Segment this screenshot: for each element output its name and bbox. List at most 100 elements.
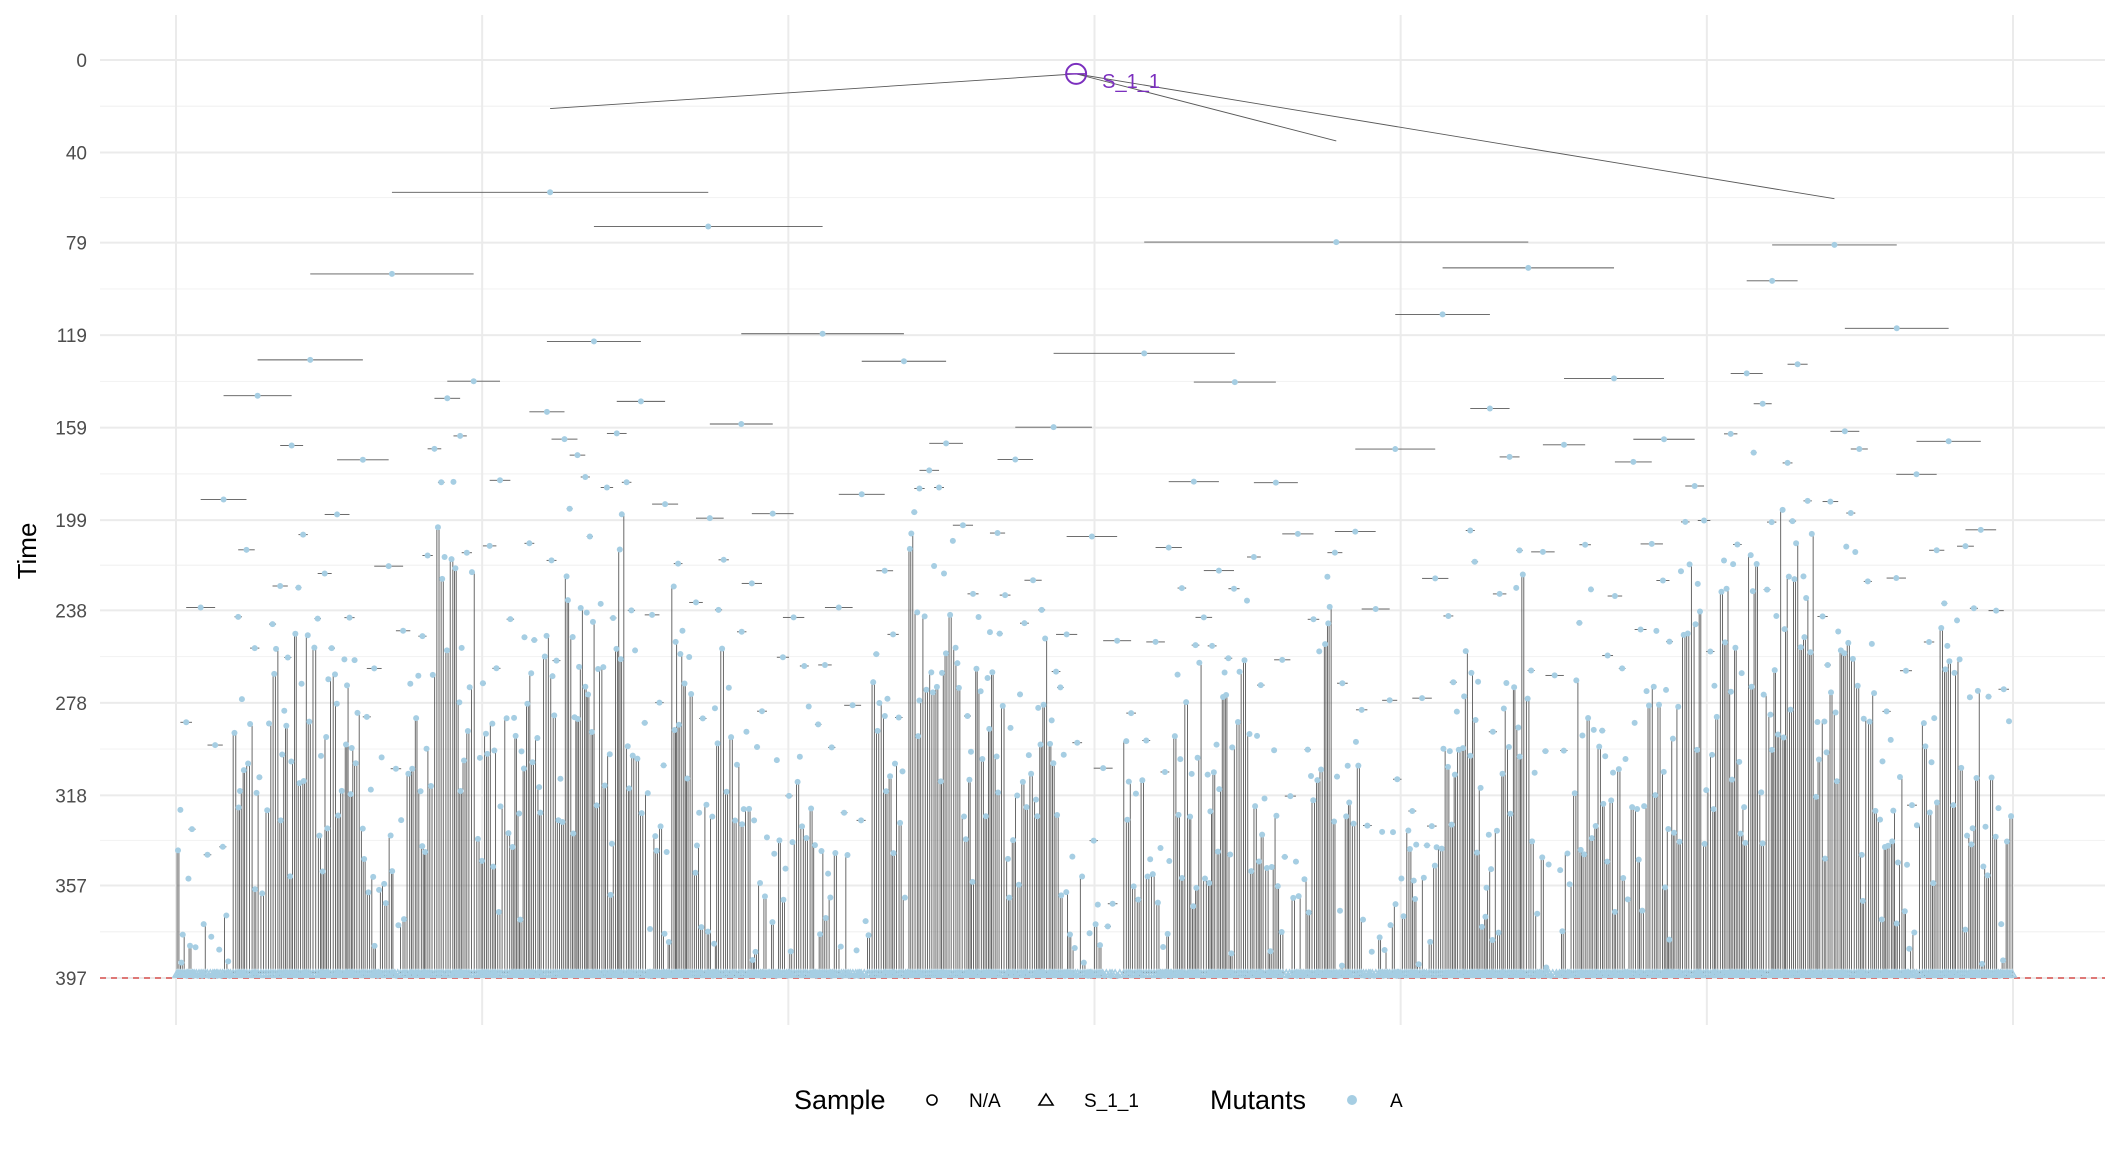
tree-node bbox=[452, 565, 459, 572]
tree-node bbox=[1124, 816, 1131, 823]
tree-node bbox=[2000, 957, 2007, 964]
tree-node bbox=[1171, 733, 1178, 740]
tree-node bbox=[1063, 631, 1070, 638]
tree-node bbox=[415, 672, 422, 679]
tree-node bbox=[1012, 456, 1019, 463]
tree-node bbox=[1871, 690, 1878, 697]
tree-node bbox=[1973, 775, 1980, 782]
tree-node bbox=[1922, 743, 1929, 750]
tree-node bbox=[1231, 379, 1238, 386]
tree-node bbox=[749, 956, 756, 963]
tree-node bbox=[1528, 667, 1535, 674]
tree-node bbox=[628, 607, 635, 614]
tree-node bbox=[1495, 929, 1502, 936]
tree-node bbox=[1513, 584, 1520, 591]
tree-node bbox=[457, 432, 464, 439]
tree-node bbox=[1637, 626, 1644, 633]
tree-node bbox=[461, 757, 468, 764]
tree-node bbox=[1841, 428, 1848, 435]
tree-node bbox=[1259, 831, 1266, 838]
tree-node bbox=[1147, 856, 1154, 863]
y-tick-label: 238 bbox=[55, 601, 87, 622]
tree-node bbox=[761, 893, 768, 900]
tree-node bbox=[1336, 907, 1343, 914]
tree-node bbox=[1204, 771, 1211, 778]
grid-lines bbox=[100, 15, 2105, 1025]
tree-node bbox=[899, 768, 906, 775]
tree-node bbox=[618, 511, 625, 518]
tree-node bbox=[342, 741, 349, 748]
tree-node bbox=[1074, 739, 1081, 746]
tree-node bbox=[1100, 765, 1107, 772]
tree-node bbox=[1295, 893, 1302, 900]
tree-node bbox=[1677, 568, 1684, 575]
tree-node bbox=[1007, 724, 1014, 731]
tree-node bbox=[254, 392, 261, 399]
tree-node bbox=[1257, 682, 1264, 689]
tree-node bbox=[1310, 797, 1317, 804]
tree-node bbox=[1655, 701, 1662, 708]
tree-node bbox=[1599, 727, 1606, 734]
tree-node bbox=[536, 784, 543, 791]
tree-node bbox=[177, 806, 184, 813]
tree-node bbox=[1737, 830, 1744, 837]
tree-node bbox=[900, 358, 907, 365]
tree-node bbox=[1893, 325, 1900, 332]
tree-node bbox=[1483, 884, 1490, 891]
tree-node bbox=[1152, 638, 1159, 645]
tree-node bbox=[1545, 861, 1552, 868]
tree-node bbox=[251, 645, 258, 652]
tree-node bbox=[705, 223, 712, 230]
tree-node bbox=[986, 629, 993, 636]
tree-node bbox=[738, 628, 745, 635]
tree-node bbox=[541, 653, 548, 660]
tree-node bbox=[1017, 691, 1024, 698]
tree-node bbox=[304, 632, 311, 639]
tree-node bbox=[341, 656, 348, 663]
tree-node bbox=[367, 786, 374, 793]
tree-node bbox=[1822, 855, 1829, 862]
tree-node bbox=[419, 633, 426, 640]
tree-node bbox=[1316, 648, 1323, 655]
tree-node bbox=[1814, 718, 1821, 725]
tree-node bbox=[1885, 842, 1892, 849]
tree-node bbox=[686, 654, 693, 661]
tree-node bbox=[1010, 837, 1017, 844]
tree-node bbox=[1622, 755, 1629, 762]
tree-node bbox=[1879, 758, 1886, 765]
tree-node bbox=[423, 745, 430, 752]
tree-node bbox=[1561, 441, 1568, 448]
tree-node bbox=[999, 702, 1006, 709]
tree-node bbox=[1652, 792, 1659, 799]
sample-node bbox=[2006, 968, 2018, 978]
legend-label-na: N/A bbox=[969, 1091, 1001, 1112]
tree-node bbox=[1701, 840, 1708, 847]
tree-node bbox=[1143, 737, 1150, 744]
tree-node bbox=[1410, 877, 1417, 884]
tree-node bbox=[819, 330, 826, 337]
tree-node bbox=[1896, 774, 1903, 781]
tree-node bbox=[1913, 471, 1920, 478]
tree-node bbox=[1482, 913, 1489, 920]
tree-node bbox=[672, 638, 679, 645]
tree-node bbox=[444, 395, 451, 402]
tree-node bbox=[1852, 549, 1859, 556]
tree-node bbox=[711, 705, 718, 712]
tree-node bbox=[1287, 793, 1294, 800]
tree-node bbox=[1686, 561, 1693, 568]
tree-node bbox=[865, 932, 872, 939]
tree-node bbox=[844, 852, 851, 859]
tree-node bbox=[1713, 713, 1720, 720]
tree-node bbox=[1387, 922, 1394, 929]
tree-node bbox=[1246, 731, 1253, 738]
tree-node bbox=[1767, 711, 1774, 718]
tree-node bbox=[1428, 823, 1435, 830]
tree-node bbox=[733, 761, 740, 768]
legend-circle-symbol bbox=[926, 1094, 938, 1106]
tree-node bbox=[583, 609, 590, 616]
tree-node bbox=[1279, 656, 1286, 663]
tree-node bbox=[2006, 718, 2013, 725]
tree-node bbox=[1801, 634, 1808, 641]
tree-node bbox=[279, 751, 286, 758]
tree-node bbox=[1860, 715, 1867, 722]
